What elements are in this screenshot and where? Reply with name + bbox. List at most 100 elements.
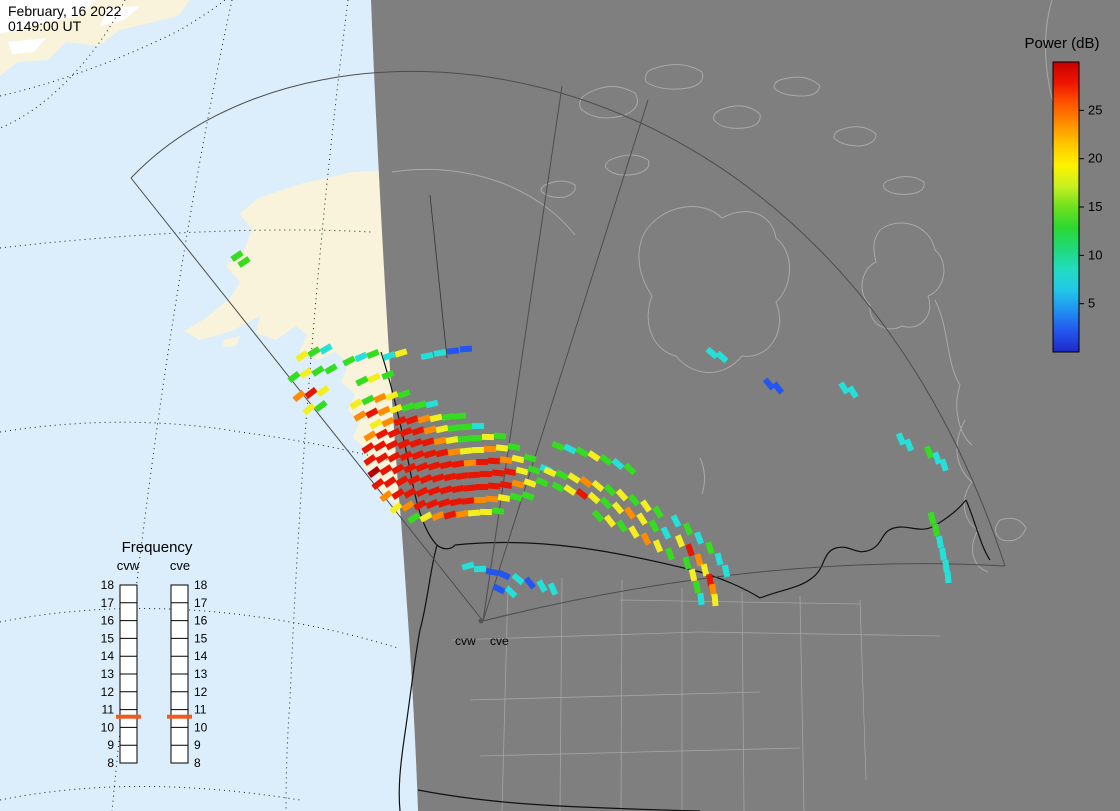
- echo-cell: [652, 539, 664, 553]
- echo-cell: [942, 559, 950, 573]
- colorbar: Power (dB) 25 20 15 10 5: [1024, 35, 1102, 353]
- echo-cell: [439, 460, 453, 470]
- echo-layer: [230, 250, 952, 607]
- freq-scale-label: 11: [194, 703, 207, 717]
- echo-cell: [485, 495, 499, 503]
- colorbar-tick-label: 25: [1088, 102, 1102, 117]
- freq-scale-label: 9: [107, 738, 114, 752]
- radar-fov-outline: [130, 70, 1006, 622]
- freq-scale-label: 15: [101, 631, 115, 645]
- echo-cell: [599, 453, 613, 467]
- colorbar-tick-label: 5: [1088, 296, 1095, 311]
- echo-cell: [640, 499, 652, 513]
- echo-cell: [395, 475, 409, 487]
- echo-cell: [492, 583, 506, 595]
- echo-cell: [431, 510, 445, 522]
- frequency-column-label-cvw: cvw: [117, 558, 140, 573]
- frequency-legend-title: Frequency: [122, 539, 193, 556]
- echo-cell: [611, 457, 625, 471]
- echo-cell: [373, 440, 387, 452]
- coastline-labrador: [934, 299, 973, 446]
- radar-site-label-cvw: cvw: [455, 634, 476, 648]
- echo-cell: [771, 381, 785, 395]
- echo-cell: [401, 402, 415, 412]
- frequency-marker: [116, 714, 141, 719]
- echo-cell: [407, 474, 421, 486]
- echo-cell: [459, 447, 473, 455]
- echo-cell: [483, 445, 497, 453]
- echo-cell: [485, 567, 499, 577]
- echo-cell: [413, 499, 427, 511]
- echo-cell: [615, 488, 629, 502]
- echo-cell: [407, 512, 421, 524]
- echo-cell: [587, 491, 601, 505]
- echo-cell: [640, 532, 652, 546]
- echo-cell: [895, 432, 907, 446]
- echo-cell: [423, 425, 437, 435]
- echo-cell: [363, 430, 377, 442]
- echo-cell: [648, 519, 660, 533]
- echo-cell: [363, 454, 377, 466]
- echo-cell: [536, 579, 548, 593]
- echo-cell: [509, 492, 523, 502]
- echo-cell: [931, 523, 941, 537]
- colorbar-tick-label: 10: [1088, 247, 1102, 262]
- state-border: [469, 691, 761, 701]
- echo-cell: [685, 543, 695, 557]
- echo-cell: [403, 462, 417, 474]
- echo-cell: [944, 570, 952, 584]
- echo-cell: [366, 348, 380, 360]
- us-canada-border: [454, 541, 761, 599]
- echo-cell: [665, 547, 675, 561]
- freq-scale-label: 11: [102, 703, 115, 717]
- echo-cell: [375, 452, 389, 464]
- echo-cell: [616, 519, 628, 533]
- echo-cell: [694, 531, 704, 545]
- echo-cell: [507, 442, 521, 452]
- echo-cell: [324, 363, 338, 375]
- freq-scale-label: 16: [101, 614, 115, 628]
- echo-cell: [838, 381, 850, 395]
- graticule-line: [0, 786, 301, 801]
- echo-cell: [373, 392, 387, 404]
- echo-cell: [491, 507, 505, 515]
- echo-cell: [603, 514, 617, 528]
- echo-cell: [411, 450, 425, 460]
- echo-cell: [527, 465, 541, 475]
- state-border: [559, 577, 563, 811]
- echo-cell: [503, 467, 517, 477]
- day-land-group: [0, 0, 430, 520]
- echo-cell: [349, 398, 363, 410]
- echo-cell: [427, 461, 441, 471]
- echo-cell: [451, 460, 465, 468]
- echo-cell: [471, 446, 485, 454]
- echo-cell: [342, 355, 356, 367]
- echo-cell: [425, 498, 439, 510]
- echo-cell: [563, 484, 577, 496]
- echo-cell: [471, 422, 485, 430]
- echo-cell: [579, 476, 593, 488]
- echo-cell: [237, 256, 251, 268]
- east-coast: [965, 499, 991, 561]
- fov-inner-edge-cve: [482, 99, 649, 622]
- echo-cell: [700, 563, 710, 577]
- echo-cell: [399, 426, 413, 438]
- coastline-arctic-island-2: [645, 64, 704, 90]
- echo-cell: [299, 367, 313, 379]
- echo-cell: [932, 451, 942, 465]
- echo-cell: [379, 464, 393, 476]
- colorbar-ticks: 25 20 15 10 5: [1079, 102, 1102, 311]
- echo-cell: [709, 583, 717, 597]
- echo-cell: [401, 500, 415, 512]
- echo-cell: [688, 568, 698, 582]
- echo-cell: [451, 484, 465, 494]
- echo-cell: [705, 573, 715, 587]
- graticule-line: [285, 0, 349, 811]
- echo-cell: [429, 413, 443, 423]
- coastline-baffin: [861, 222, 945, 330]
- echo-cell: [314, 399, 328, 413]
- echo-cell: [499, 481, 513, 489]
- echo-cell: [419, 473, 433, 485]
- us-west-coast: [398, 544, 438, 811]
- echo-cell: [521, 491, 535, 501]
